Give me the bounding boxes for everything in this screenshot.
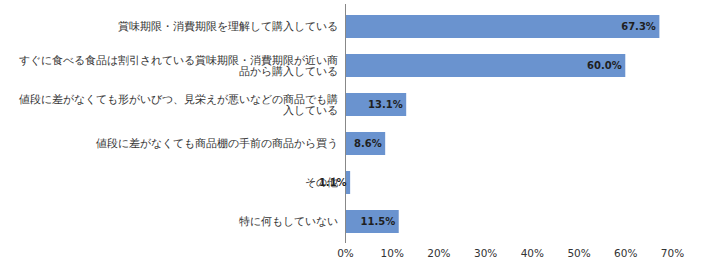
- svg-text:値段に差がなくても商品棚の手前の商品から買う: 値段に差がなくても商品棚の手前の商品から買う: [96, 137, 338, 150]
- svg-text:その他: その他: [305, 176, 338, 188]
- svg-text:70%: 70%: [661, 247, 684, 259]
- svg-text:8.6%: 8.6%: [354, 138, 382, 149]
- svg-text:60.0%: 60.0%: [587, 60, 622, 71]
- svg-text:賞味期限・消費期限を理解して購入している: 賞味期限・消費期限を理解して購入している: [118, 20, 338, 32]
- svg-text:10%: 10%: [381, 247, 404, 259]
- svg-text:特に何もしていない: 特に何もしていない: [239, 215, 338, 227]
- svg-text:13.1%: 13.1%: [368, 99, 403, 110]
- svg-text:すぐに食べる食品は割引されている賞味期限・消費期限が近い商品: すぐに食べる食品は割引されている賞味期限・消費期限が近い商品から購入している: [19, 54, 338, 77]
- svg-text:30%: 30%: [474, 247, 497, 259]
- svg-text:50%: 50%: [567, 247, 590, 259]
- svg-text:値段に差がなくても形がいびつ、見栄えが悪いなどの商品でも購入: 値段に差がなくても形がいびつ、見栄えが悪いなどの商品でも購入している: [19, 93, 338, 116]
- svg-text:40%: 40%: [521, 247, 544, 259]
- svg-text:0%: 0%: [337, 247, 354, 259]
- svg-text:67.3%: 67.3%: [621, 21, 656, 32]
- svg-text:60%: 60%: [614, 247, 637, 259]
- svg-text:11.5%: 11.5%: [361, 216, 396, 227]
- svg-text:20%: 20%: [427, 247, 450, 259]
